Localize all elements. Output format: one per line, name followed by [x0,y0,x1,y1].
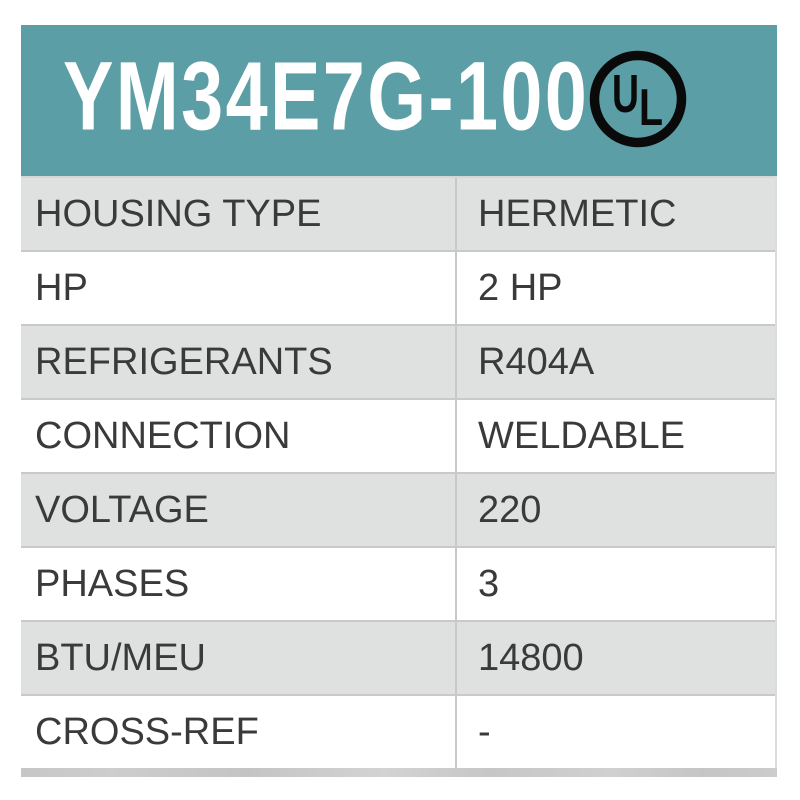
spec-label: BTU/MEU [21,622,457,694]
cropped-next-row-strip [21,768,777,777]
spec-value: 2 HP [478,266,563,309]
spec-label: CROSS-REF [21,696,457,768]
spec-value: 14800 [478,636,584,679]
ul-logo-letter-l: L [639,79,663,137]
spec-value: HERMETIC [478,192,677,235]
spec-rows: HOUSING TYPE HERMETIC HP 2 HP REFRIGERAN… [21,176,777,768]
spec-row-btu-meu: BTU/MEU 14800 [21,620,775,694]
spec-row-hp: HP 2 HP [21,250,775,324]
spec-row-housing-type: HOUSING TYPE HERMETIC [21,176,775,250]
spec-value: 3 [478,562,500,605]
spec-row-phases: PHASES 3 [21,546,775,620]
spec-label: REFRIGERANTS [21,326,457,398]
ul-logo-letter-u: U [612,64,639,124]
spec-label: PHASES [21,548,457,620]
spec-label: VOLTAGE [21,474,457,546]
spec-label: CONNECTION [21,400,457,472]
spec-row-cross-ref: CROSS-REF - [21,694,775,768]
spec-value: - [478,710,491,753]
card-header: YM34E7G-100 U L [21,25,777,176]
product-spec-card: YM34E7G-100 U L HOUSING TYPE HERMETIC HP… [21,25,777,777]
spec-row-refrigerants: REFRIGERANTS R404A [21,324,775,398]
spec-value: R404A [478,340,595,383]
spec-row-connection: CONNECTION WELDABLE [21,398,775,472]
spec-row-voltage: VOLTAGE 220 [21,472,775,546]
ul-certification-icon: U L [589,50,687,148]
spec-label: HOUSING TYPE [21,178,457,250]
spec-label: HP [21,252,457,324]
ul-logo-ring [589,50,687,148]
spec-value: 220 [478,488,542,531]
spec-value: WELDABLE [478,414,685,457]
model-title: YM34E7G-100 [63,41,590,151]
